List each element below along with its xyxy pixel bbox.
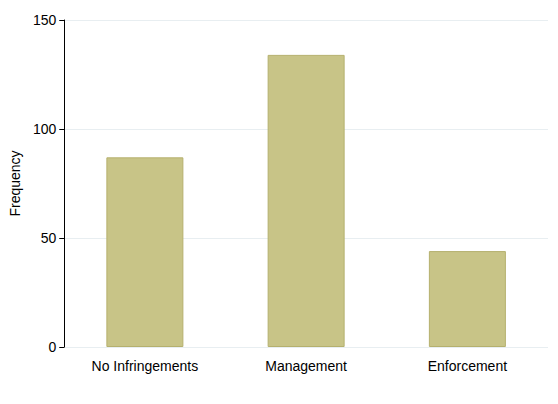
svg-text:No Infringements: No Infringements: [92, 358, 199, 374]
svg-text:100: 100: [33, 121, 57, 137]
svg-text:50: 50: [41, 230, 57, 246]
svg-text:0: 0: [48, 339, 56, 355]
svg-text:150: 150: [33, 12, 57, 28]
svg-text:Management: Management: [265, 358, 347, 374]
svg-text:Enforcement: Enforcement: [428, 358, 507, 374]
svg-text:Frequency: Frequency: [7, 150, 23, 216]
